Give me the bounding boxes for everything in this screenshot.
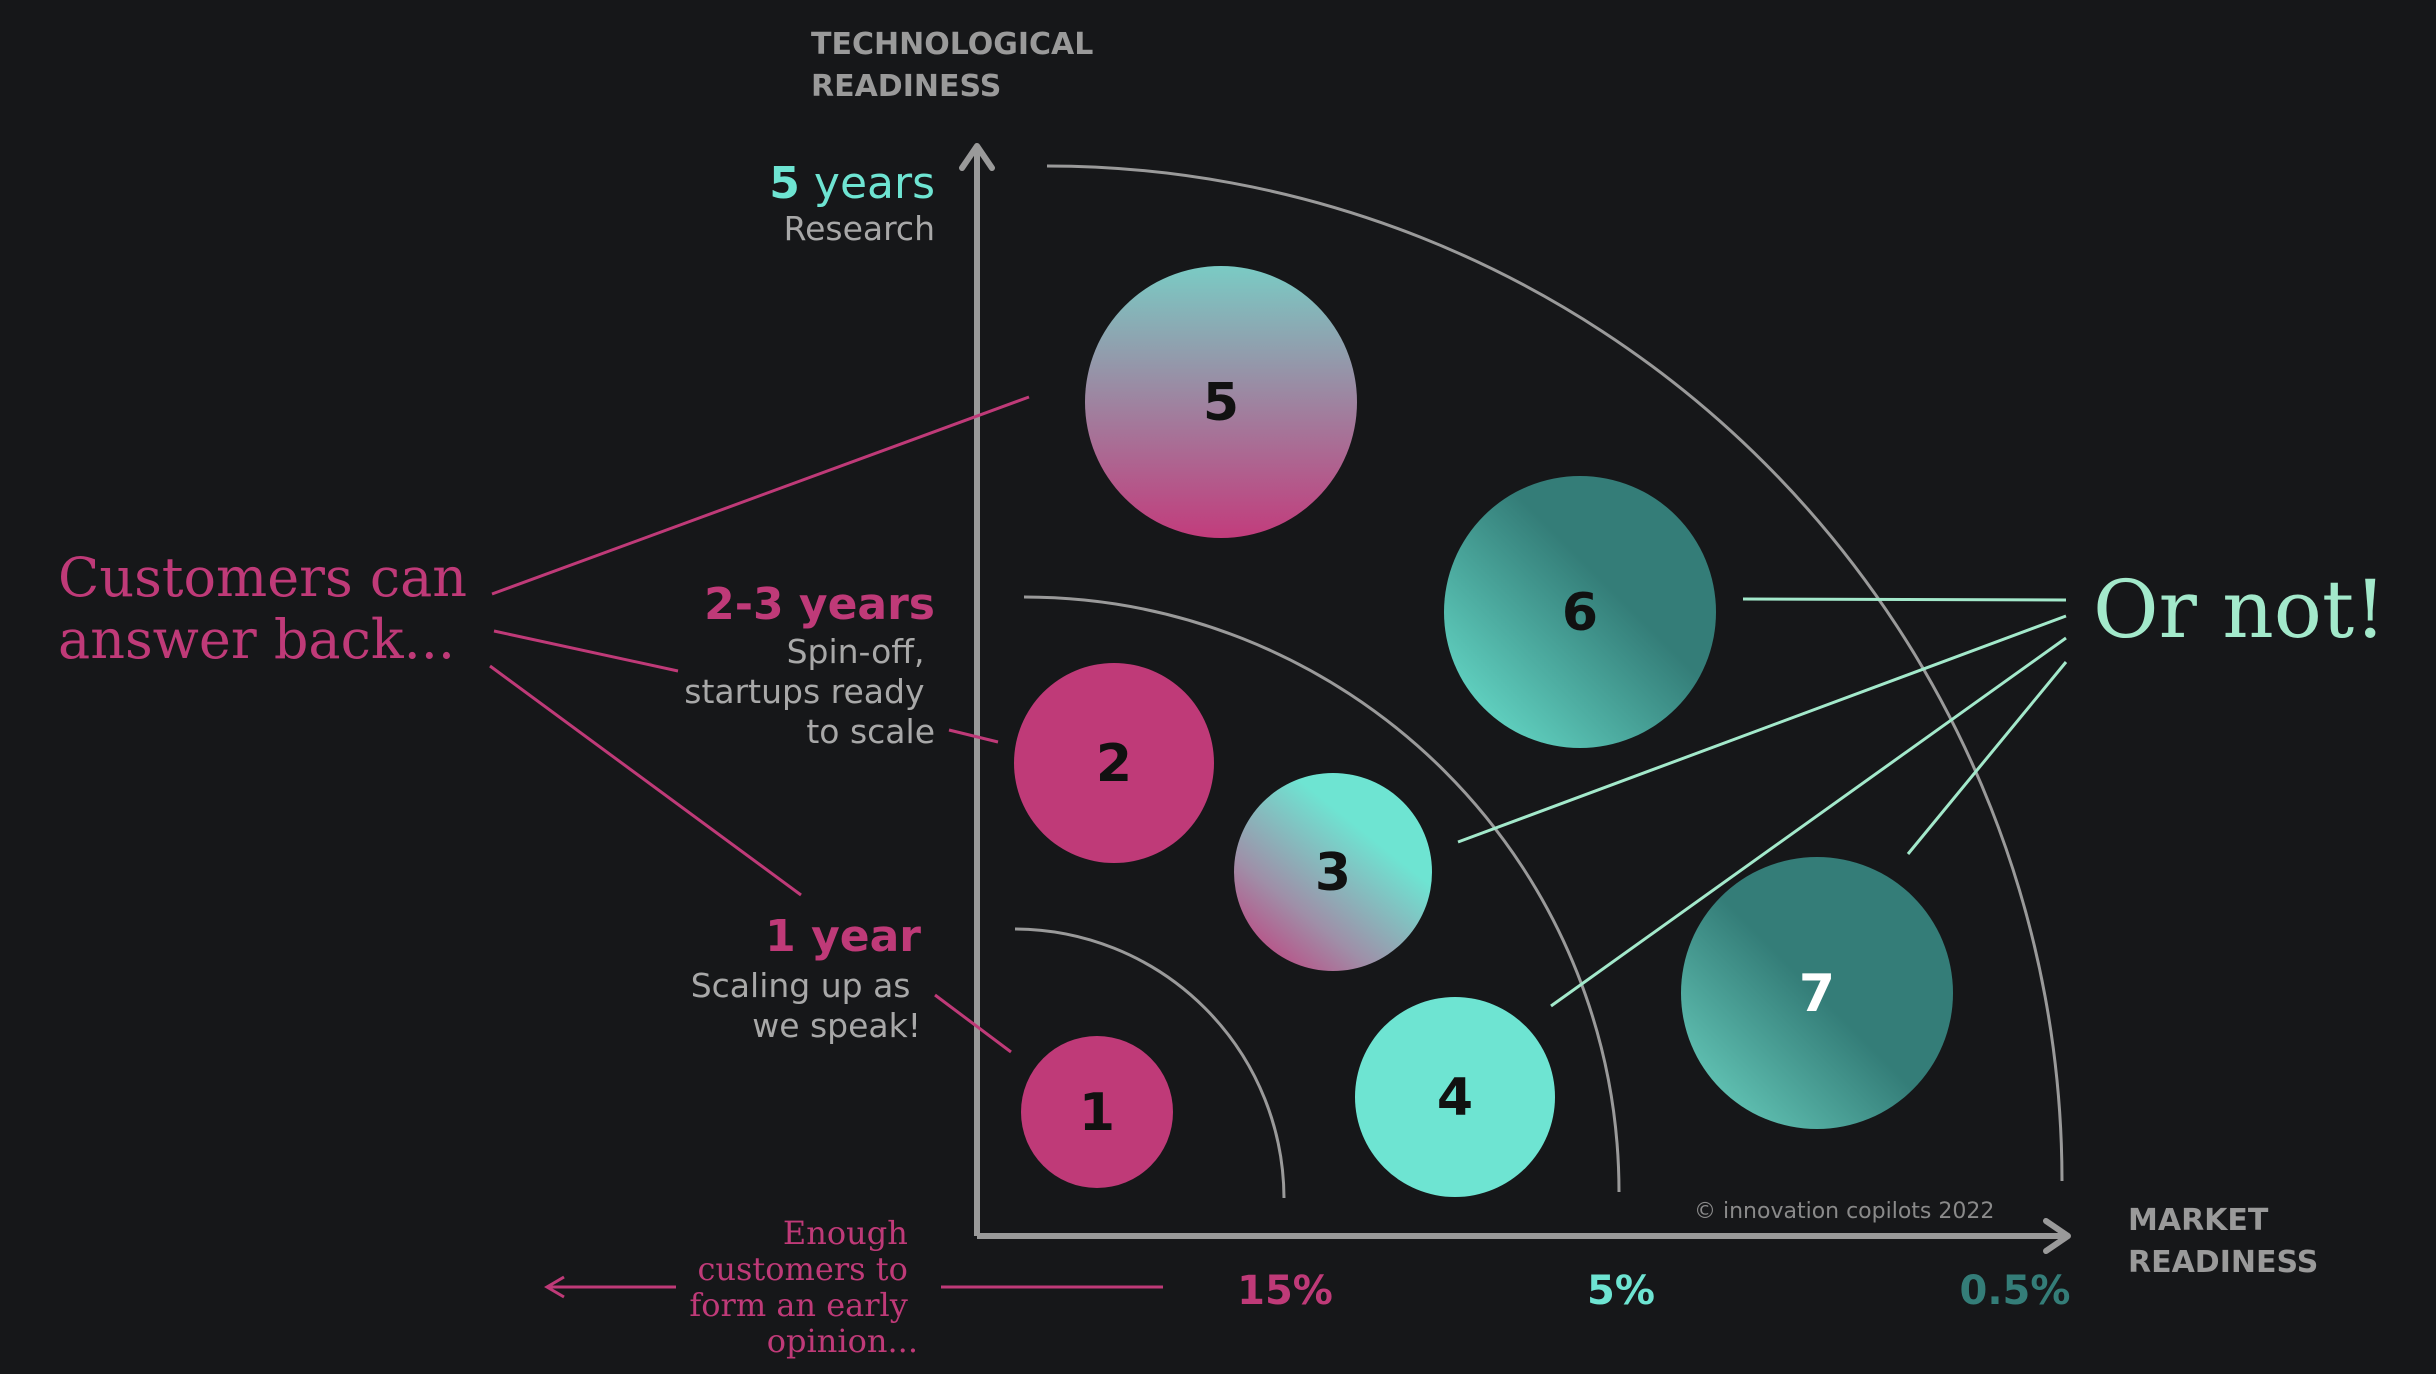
connector-to-bubble-4 bbox=[1550, 636, 2067, 1008]
arc-5-years bbox=[1046, 164, 2064, 1182]
percent-15: 15% bbox=[1237, 1268, 1333, 1314]
level-1-year-desc: Scaling up as we speak! bbox=[691, 966, 921, 1045]
bottom-arrow-head-icon bbox=[544, 1275, 565, 1299]
percent-0-5: 0.5% bbox=[1960, 1268, 2071, 1314]
connector-to-bubble-6 bbox=[1742, 597, 2067, 602]
x-axis-label: MARKET READINESS bbox=[2128, 1203, 2318, 1280]
level-5-years-desc: Research bbox=[784, 209, 935, 248]
x-axis-arrowhead bbox=[2043, 1218, 2071, 1254]
pink-connector-lines bbox=[489, 395, 1030, 1054]
connector-label-to-bubble-1 bbox=[934, 993, 1012, 1054]
bubble-5-circle bbox=[1085, 266, 1357, 538]
early-opinion-note: Enough customers to form an early opinio… bbox=[689, 1214, 918, 1360]
connector-to-bubble-7 bbox=[1906, 661, 2068, 855]
connector-label-to-bubble-2 bbox=[948, 728, 999, 744]
bubble-7: 7 bbox=[1681, 857, 1953, 1129]
connector-to-1-year bbox=[489, 664, 802, 897]
bubble-3-circle bbox=[1234, 773, 1432, 971]
mint-connector-lines bbox=[1457, 597, 2068, 1008]
or-not-note: Or not! bbox=[2093, 563, 2386, 656]
connector-to-bubble-3 bbox=[1457, 614, 2067, 844]
bubble-6: 6 bbox=[1444, 476, 1716, 748]
level-2-3-years-title: 2-3 years bbox=[704, 579, 935, 630]
connector-to-bubble-5 bbox=[491, 395, 1030, 596]
y-axis-label: TECHNOLOGICAL READINESS bbox=[811, 27, 1104, 104]
connector-to-2-3-years bbox=[493, 629, 679, 673]
bubble-1-circle bbox=[1021, 1036, 1173, 1188]
bubble-4: 4 bbox=[1355, 997, 1555, 1197]
percent-5: 5% bbox=[1587, 1268, 1655, 1314]
customers-answer-back-note: Customers can answer back... bbox=[58, 546, 484, 671]
level-5-years-title: 5 years bbox=[769, 158, 935, 209]
bubble-3-number: 3 bbox=[1315, 843, 1351, 903]
level-2-3-years-desc: Spin-off, startups ready to scale bbox=[684, 632, 935, 751]
bubble-1: 1 bbox=[1021, 1036, 1173, 1188]
bubble-2-number: 2 bbox=[1096, 734, 1132, 794]
bubble-7-circle bbox=[1681, 857, 1953, 1129]
bubble-6-circle bbox=[1444, 476, 1716, 748]
bubble-1-number: 1 bbox=[1079, 1083, 1115, 1143]
level-1-year-title: 1 year bbox=[765, 911, 921, 962]
bubble-5-number: 5 bbox=[1203, 373, 1239, 433]
arc-2-3-years bbox=[1023, 595, 1621, 1193]
arc-1-year bbox=[1014, 927, 1286, 1199]
bubble-5: 5 bbox=[1085, 266, 1357, 538]
bubble-7-number: 7 bbox=[1799, 964, 1835, 1024]
bottom-arrow bbox=[544, 1275, 1163, 1299]
bubble-4-number: 4 bbox=[1437, 1068, 1473, 1128]
bubble-2: 2 bbox=[1014, 663, 1214, 863]
copyright: © innovation copilots 2022 bbox=[1694, 1199, 1994, 1224]
bubble-6-number: 6 bbox=[1562, 583, 1598, 643]
axes bbox=[959, 143, 2071, 1254]
y-axis-arrowhead bbox=[959, 143, 995, 171]
readiness-arcs bbox=[1014, 164, 2064, 1199]
bubble-2-circle bbox=[1014, 663, 1214, 863]
bubble-3: 3 bbox=[1234, 773, 1432, 971]
bubble-4-circle bbox=[1355, 997, 1555, 1197]
